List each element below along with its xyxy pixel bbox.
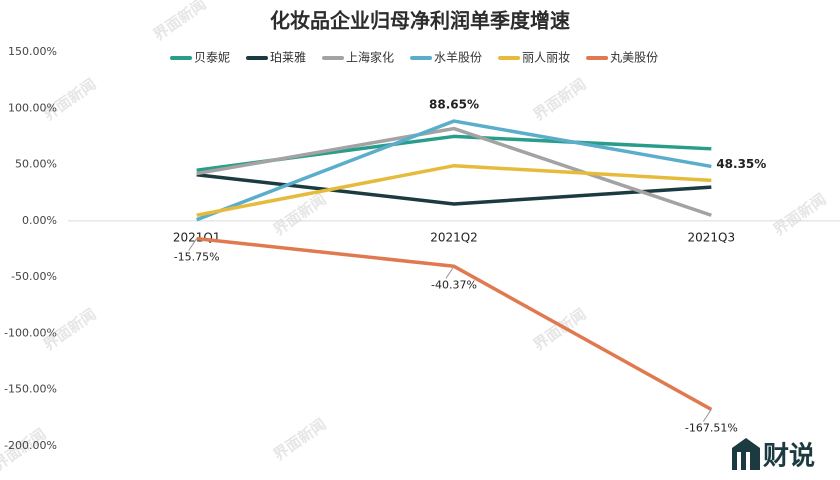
data-label: 88.65% [429,98,479,112]
series-line [196,119,712,222]
series-line [196,163,712,217]
data-label: 48.35% [716,157,766,171]
watermark: 界面新闻 [770,190,829,239]
series-line [196,126,712,217]
series-line [196,236,713,411]
label-leader [445,266,455,279]
x-tick-label: 2021Q1 [173,230,221,244]
watermark: 界面新闻 [270,415,329,464]
legend-label: 丽人丽妆 [522,51,570,65]
chart-title: 化妆品企业归母净利润单季度增速 [270,9,570,33]
legend-label: 丸美股份 [610,51,658,65]
y-tick-label: 100.00% [8,101,57,114]
data-label: -40.37% [431,278,477,291]
watermark: 界面新闻 [40,75,99,124]
logo-mark [732,438,760,470]
legend-label: 水羊股份 [434,50,482,65]
y-tick-label: 150.00% [8,45,57,58]
watermark: 界面新闻 [150,0,209,44]
data-label: -15.75% [174,251,220,264]
label-leader [702,409,712,422]
y-tick-label: -150.00% [4,383,57,396]
series-line [196,172,712,206]
y-tick-label: 50.00% [15,158,57,171]
watermark: 界面新闻 [530,75,589,124]
y-tick-label: 0.00% [22,214,57,227]
y-tick-label: -50.00% [11,270,57,283]
legend-label: 贝泰妮 [194,51,230,65]
legend-label: 珀莱雅 [270,50,306,65]
x-tick-label: 2021Q3 [688,230,736,244]
label-leader [188,238,198,251]
watermark: 界面新闻 [270,190,329,239]
data-label: -167.51% [685,421,738,434]
legend-label: 上海家化 [346,50,394,65]
legend: 贝泰妮 珀莱雅 上海家化 水羊股份 丽人丽妆 丸美股份 [170,50,658,65]
y-tick-label: -200.00% [4,439,57,452]
y-tick-label: -100.00% [4,326,57,339]
x-tick-label: 2021Q2 [430,230,478,244]
logo: 财说 [763,442,815,472]
